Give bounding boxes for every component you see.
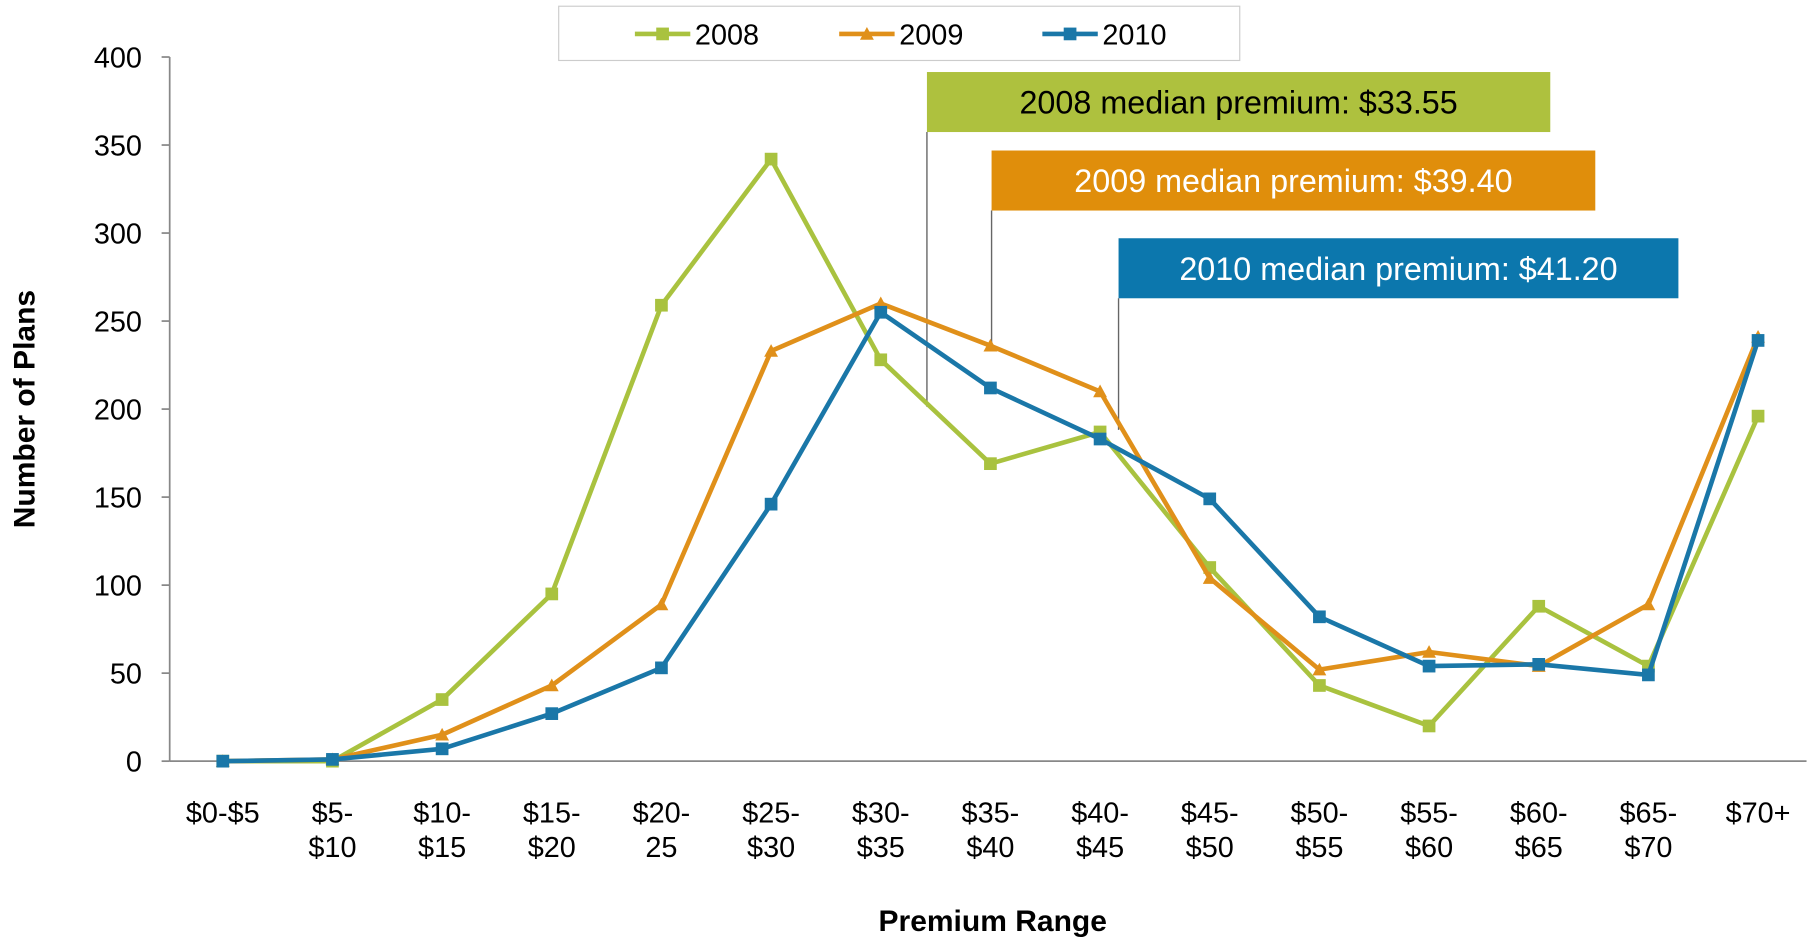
- series-marker: [1751, 409, 1765, 423]
- series-marker: [326, 753, 339, 766]
- x-axis-title: Premium Range: [879, 905, 1107, 938]
- series-marker: [545, 707, 559, 720]
- series-marker: [435, 727, 450, 741]
- series-marker: [983, 338, 998, 352]
- x-tick-label: $40-$45: [1071, 797, 1129, 864]
- series-line: [222, 301, 1761, 764]
- y-tick-label: 350: [94, 130, 142, 162]
- y-tick-label: 150: [94, 482, 142, 514]
- series-marker: [544, 678, 559, 692]
- x-tick-label: $0-$5: [186, 797, 260, 829]
- annotation-box: [926, 72, 1551, 133]
- series-marker: [1422, 719, 1436, 733]
- legend-label: 2008: [695, 19, 759, 51]
- series-marker: [1093, 384, 1108, 398]
- y-tick-label: 0: [126, 747, 142, 779]
- series-marker: [435, 693, 449, 706]
- series-marker: [1202, 571, 1217, 584]
- series-marker: [984, 381, 997, 395]
- x-tick-label: $60-$65: [1510, 797, 1568, 864]
- series-marker: [435, 742, 449, 756]
- series-marker: [1313, 610, 1326, 624]
- x-tick-label: $10-$15: [413, 797, 471, 864]
- legend-label: 2009: [899, 19, 963, 51]
- x-tick-label: $20-25: [633, 797, 691, 864]
- x-tick-label: $5-$10: [308, 797, 356, 864]
- y-tick-label: 50: [110, 659, 142, 691]
- series-marker: [764, 344, 779, 357]
- y-tick-label: 300: [94, 218, 142, 250]
- x-tick-label: $55-$60: [1400, 797, 1458, 864]
- series-marker: [1532, 599, 1546, 613]
- x-tick-label: $50-$55: [1291, 797, 1349, 864]
- x-tick-label: $15-$20: [523, 797, 581, 864]
- series-marker: [216, 754, 230, 768]
- x-tick-label: $35-$40: [962, 797, 1020, 864]
- y-axis-title: Number of Plans: [9, 290, 42, 528]
- annotation-text: 2008 median premium: $33.55: [1019, 85, 1457, 121]
- series-marker: [764, 497, 778, 511]
- x-tick-label: $45-$50: [1181, 797, 1239, 864]
- series-marker: [655, 661, 668, 675]
- series-marker: [1093, 432, 1107, 446]
- series-marker: [1422, 659, 1436, 673]
- series-marker: [764, 152, 778, 166]
- y-tick-label: 250: [94, 306, 142, 338]
- series-marker: [654, 597, 669, 611]
- series-marker: [1312, 662, 1327, 676]
- legend-marker: [859, 27, 874, 40]
- series-marker: [874, 353, 888, 367]
- series-marker: [1642, 668, 1655, 682]
- y-tick-label: 200: [94, 394, 142, 426]
- annotation-box: [1118, 238, 1679, 299]
- series-marker: [1203, 492, 1217, 506]
- legend-marker: [1063, 27, 1077, 41]
- x-tick-label: $30-$35: [852, 797, 910, 864]
- x-tick-label: $70+: [1726, 797, 1791, 829]
- x-tick-label: $25-$30: [742, 797, 800, 864]
- series-marker: [984, 457, 997, 471]
- series-marker: [1313, 679, 1326, 692]
- series-marker: [1641, 597, 1656, 611]
- series-marker: [655, 298, 668, 312]
- y-tick-label: 400: [94, 42, 142, 74]
- series-line: [222, 309, 1761, 764]
- series-marker: [1422, 645, 1436, 658]
- y-tick-label: 100: [94, 571, 142, 603]
- legend-label: 2010: [1102, 19, 1166, 51]
- annotation-box: [991, 150, 1596, 211]
- series-marker: [1532, 657, 1546, 671]
- series-marker: [545, 587, 559, 601]
- x-tick-label: $65-$70: [1620, 797, 1678, 864]
- series-marker: [1751, 334, 1765, 347]
- series-marker: [874, 305, 888, 319]
- annotation-text: 2010 median premium: $41.20: [1179, 251, 1617, 287]
- annotation-text: 2009 median premium: $39.40: [1074, 163, 1512, 199]
- legend-marker: [656, 27, 669, 41]
